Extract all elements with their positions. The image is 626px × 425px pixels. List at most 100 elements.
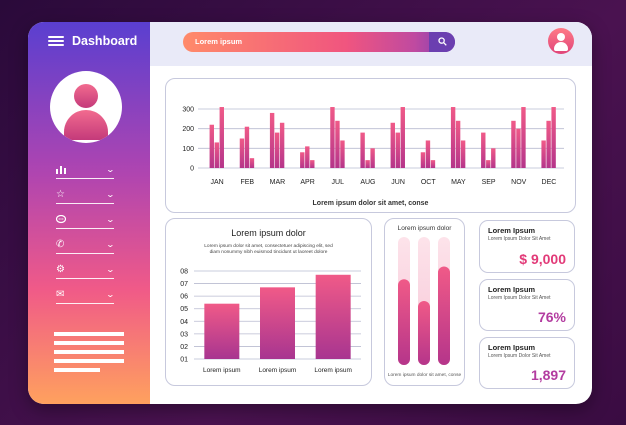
stat-subtitle: Lorem Ipsum Dolor Sit Amet — [488, 295, 551, 301]
bar — [239, 138, 245, 168]
sidebar-header: Dashboard — [28, 22, 150, 60]
x-tick-label: OCT — [421, 179, 437, 186]
x-tick-label: DEC — [542, 179, 557, 186]
x-tick-label: APR — [300, 179, 314, 186]
bar — [420, 152, 426, 168]
stat-subtitle: Lorem Ipsum Dolor Sit Amet — [488, 353, 551, 359]
y-tick-label: 01 — [180, 357, 188, 364]
monthly-chart-caption: Lorem ipsum dolor sit amet, conse — [312, 200, 429, 207]
x-tick-label: Lorem ipsum — [314, 367, 352, 374]
stat-card-revenue[interactable]: Lorem Ipsum Lorem Ipsum Dolor Sit Amet $… — [479, 220, 575, 273]
star-icon: ☆ — [56, 189, 65, 200]
x-tick-label: JAN — [210, 179, 223, 186]
bar — [300, 152, 305, 168]
sidebar-item-settings[interactable]: ⚙ ⌄ — [56, 264, 116, 279]
y-tick-label: 06 — [180, 294, 188, 301]
y-tick-label: 100 — [182, 146, 194, 153]
search-input[interactable]: Lorem ipsum — [183, 32, 455, 52]
bar — [244, 126, 250, 168]
sidebar-item-favorites[interactable]: ☆ ⌄ — [56, 189, 116, 204]
monthly-bar-chart: 0 100 200 300 JAN FEB MAR APR JUL AUG JUN OCT MAY SEP… — [182, 107, 564, 186]
bar — [455, 120, 461, 168]
user-avatar[interactable] — [548, 28, 574, 54]
x-tick-label: JUN — [391, 179, 405, 186]
bar — [219, 107, 224, 168]
level-chart-subtitle-2: diam nonummy nibh euismod tincidunt ut l… — [209, 250, 328, 255]
monthly-chart-panel: 0 100 200 300 JAN FEB MAR APR JUL AUG JUN OCT MAY SEP… — [165, 78, 576, 213]
bar — [214, 142, 219, 168]
bar — [335, 120, 340, 168]
chevron-down-icon: ⌄ — [105, 290, 116, 299]
stat-card-percent[interactable]: Lorem Ipsum Lorem Ipsum Dolor Sit Amet 7… — [479, 279, 575, 331]
progress-fill — [438, 266, 450, 365]
bar — [521, 107, 526, 168]
x-tick-label: FEB — [240, 179, 254, 186]
search-text: Lorem ipsum — [195, 37, 243, 46]
x-tick-label: AUG — [360, 179, 375, 186]
bar — [486, 160, 491, 168]
chevron-down-icon: ⌄ — [105, 265, 116, 274]
y-tick-label: 05 — [180, 306, 188, 313]
progress-caption: Lorem ipsum dolor sit amet, conse — [387, 373, 462, 378]
bar — [330, 107, 335, 168]
progress-fill — [418, 301, 430, 365]
y-tick-label: 03 — [180, 331, 188, 338]
level-chart-subtitle-1: Lorem ipsum dolor sit amet, consectetuer… — [204, 244, 333, 249]
app-title: Dashboard — [72, 34, 138, 48]
sidebar-item-mail[interactable]: ✉ ⌄ — [56, 289, 116, 304]
bar — [204, 303, 240, 359]
top-bar: Lorem ipsum — [150, 22, 592, 66]
bar — [546, 120, 551, 168]
bar — [430, 160, 436, 168]
sidebar-item-stats[interactable]: ⌄ — [56, 165, 116, 179]
bar — [481, 132, 486, 168]
level-chart-title: Lorem ipsum dolor — [231, 228, 306, 238]
progress-bars — [398, 237, 450, 365]
stat-card-count[interactable]: Lorem Ipsum Lorem Ipsum Dolor Sit Amet 1… — [479, 337, 575, 389]
bar — [425, 140, 431, 168]
x-tick-label: NOV — [511, 179, 527, 186]
bar — [370, 148, 375, 168]
progress-fill — [398, 279, 410, 365]
mail-icon: ✉ — [56, 289, 65, 300]
y-tick-label: 04 — [180, 319, 188, 326]
y-tick-label: 200 — [182, 126, 194, 133]
bar — [491, 148, 496, 168]
bar — [365, 160, 370, 168]
bar — [340, 140, 345, 168]
sidebar-placeholder-lines — [54, 332, 124, 377]
stat-subtitle: Lorem Ipsum Dolor Sit Amet — [488, 236, 551, 242]
y-tick-label: 0 — [190, 166, 194, 173]
chat-icon — [55, 214, 67, 227]
chevron-down-icon: ⌄ — [105, 215, 116, 224]
phone-icon: ✆ — [56, 239, 65, 250]
chevron-down-icon: ⌄ — [105, 165, 116, 174]
menu-icon[interactable] — [48, 36, 64, 46]
bar — [279, 122, 285, 168]
profile-avatar[interactable] — [50, 71, 122, 143]
stat-title: Lorem Ipsum — [488, 226, 536, 235]
stat-value: $ 9,000 — [519, 251, 566, 267]
sidebar-item-messages[interactable]: ⌄ — [55, 214, 116, 229]
y-tick-label: 08 — [180, 269, 188, 276]
progress-title: Lorem ipsum dolor — [397, 225, 452, 232]
bar — [390, 122, 395, 168]
bar — [310, 160, 315, 168]
bar — [260, 287, 295, 359]
sidebar-item-calls[interactable]: ✆ ⌄ — [56, 239, 115, 254]
bar — [315, 274, 351, 359]
x-tick-label: MAR — [270, 179, 286, 186]
sidebar: Dashboard ⌄ ☆ ⌄ ⌄ ✆ ⌄ ⚙ ⌄ — [28, 22, 150, 404]
search-button[interactable] — [429, 32, 455, 52]
chevron-down-icon: ⌄ — [105, 190, 116, 199]
gear-icon: ⚙ — [56, 264, 65, 275]
x-tick-label: Lorem ipsum — [259, 367, 297, 374]
bar — [541, 140, 546, 168]
bar — [516, 128, 521, 168]
level-bar-chart: 01 02 03 04 05 06 07 08 Lorem ipsum Lorem ipsum Lo… — [180, 269, 361, 374]
stat-title: Lorem Ipsum — [488, 285, 536, 294]
bar — [511, 120, 516, 168]
y-tick-label: 300 — [182, 107, 194, 114]
bar-chart-icon — [56, 165, 66, 177]
search-icon — [437, 37, 447, 46]
